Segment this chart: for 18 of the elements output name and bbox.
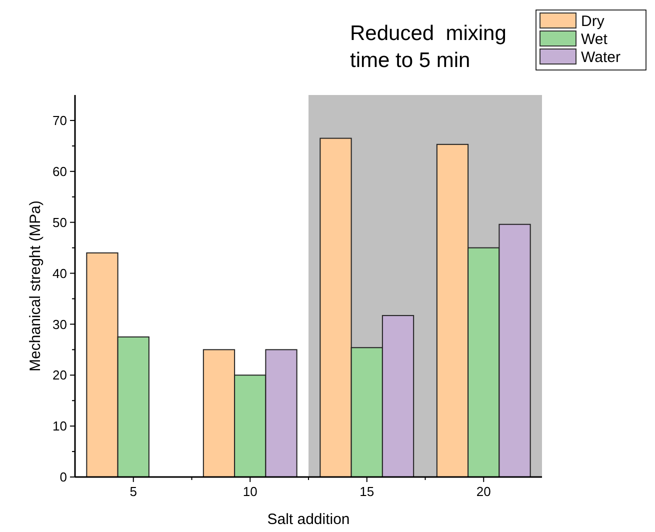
y-tick-label: 60 <box>52 164 67 179</box>
legend-label: Dry <box>581 12 605 30</box>
y-axis-title: Mechanical streght (MPa) <box>27 200 44 372</box>
y-tick-label: 10 <box>52 418 67 434</box>
y-tick-label: 50 <box>52 214 67 230</box>
y-tick-label: 30 <box>52 316 67 332</box>
x-tick-label: 20 <box>476 484 491 499</box>
y-tick-label: 0 <box>60 470 67 485</box>
x-tick-label: 10 <box>242 484 258 499</box>
x-axis-title: Salt addition <box>267 511 350 528</box>
legend-label: Wet <box>581 30 608 48</box>
x-tick-label: 5 <box>130 484 137 499</box>
legend-label: Water <box>581 48 620 66</box>
text: Reduced mixing time to 5 min <box>350 22 506 72</box>
y-tick-label: 70 <box>52 113 67 128</box>
y-tick-label: 20 <box>52 368 67 383</box>
y-tick-label: 40 <box>52 266 67 281</box>
x-tick-label: 15 <box>360 484 374 499</box>
